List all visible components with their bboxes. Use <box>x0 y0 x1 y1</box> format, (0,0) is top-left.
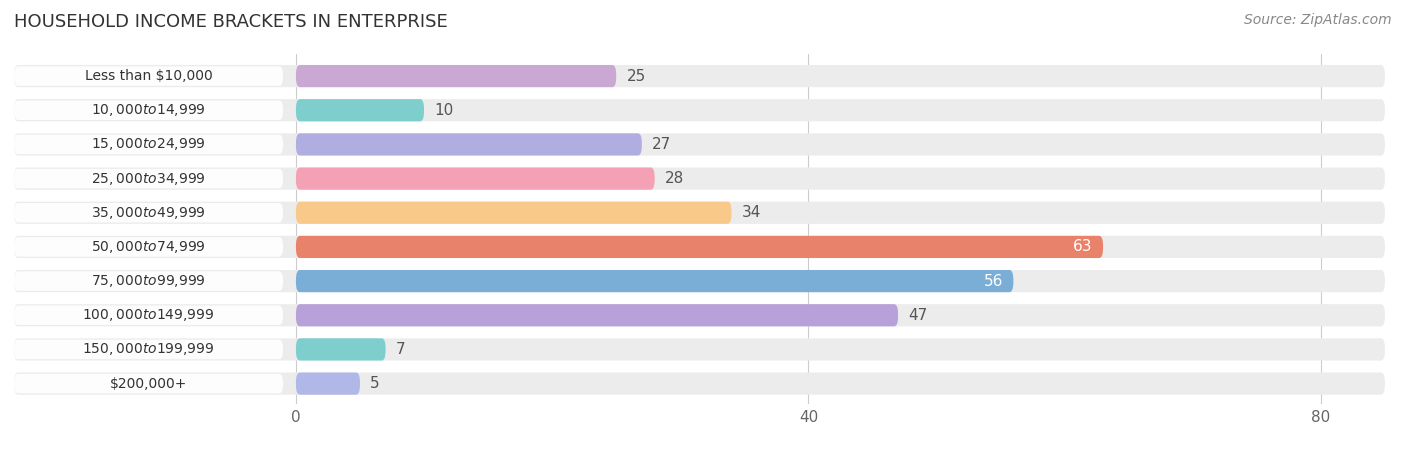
Text: $25,000 to $34,999: $25,000 to $34,999 <box>91 171 205 187</box>
FancyBboxPatch shape <box>295 373 360 395</box>
FancyBboxPatch shape <box>295 167 655 189</box>
Text: 47: 47 <box>908 308 928 323</box>
FancyBboxPatch shape <box>14 374 283 393</box>
FancyBboxPatch shape <box>295 133 641 155</box>
FancyBboxPatch shape <box>14 373 1385 395</box>
Text: 5: 5 <box>370 376 380 391</box>
FancyBboxPatch shape <box>295 270 1014 292</box>
FancyBboxPatch shape <box>295 99 425 121</box>
FancyBboxPatch shape <box>14 304 1385 326</box>
FancyBboxPatch shape <box>14 65 1385 87</box>
FancyBboxPatch shape <box>14 101 283 120</box>
Text: $15,000 to $24,999: $15,000 to $24,999 <box>91 136 205 152</box>
Text: 28: 28 <box>665 171 685 186</box>
Text: $50,000 to $74,999: $50,000 to $74,999 <box>91 239 205 255</box>
Text: 56: 56 <box>984 273 1002 289</box>
Text: 10: 10 <box>434 103 454 118</box>
FancyBboxPatch shape <box>14 202 1385 224</box>
Text: $75,000 to $99,999: $75,000 to $99,999 <box>91 273 205 289</box>
FancyBboxPatch shape <box>295 65 616 87</box>
FancyBboxPatch shape <box>14 340 283 359</box>
FancyBboxPatch shape <box>14 237 283 257</box>
FancyBboxPatch shape <box>14 203 283 223</box>
Text: $150,000 to $199,999: $150,000 to $199,999 <box>83 341 215 357</box>
Text: 25: 25 <box>627 69 645 84</box>
Text: 27: 27 <box>652 137 671 152</box>
Text: 34: 34 <box>742 205 761 220</box>
FancyBboxPatch shape <box>14 133 1385 155</box>
Text: $35,000 to $49,999: $35,000 to $49,999 <box>91 205 205 221</box>
FancyBboxPatch shape <box>14 271 283 291</box>
Text: HOUSEHOLD INCOME BRACKETS IN ENTERPRISE: HOUSEHOLD INCOME BRACKETS IN ENTERPRISE <box>14 13 447 31</box>
FancyBboxPatch shape <box>14 169 283 188</box>
FancyBboxPatch shape <box>295 202 731 224</box>
FancyBboxPatch shape <box>295 339 385 361</box>
Text: Source: ZipAtlas.com: Source: ZipAtlas.com <box>1244 13 1392 27</box>
FancyBboxPatch shape <box>14 135 283 154</box>
FancyBboxPatch shape <box>14 167 1385 189</box>
FancyBboxPatch shape <box>14 99 1385 121</box>
Text: Less than $10,000: Less than $10,000 <box>84 69 212 83</box>
FancyBboxPatch shape <box>14 236 1385 258</box>
FancyBboxPatch shape <box>14 66 283 86</box>
Text: $10,000 to $14,999: $10,000 to $14,999 <box>91 102 205 118</box>
Text: $200,000+: $200,000+ <box>110 377 187 391</box>
FancyBboxPatch shape <box>295 304 898 326</box>
FancyBboxPatch shape <box>295 236 1104 258</box>
Text: 7: 7 <box>396 342 405 357</box>
FancyBboxPatch shape <box>14 270 1385 292</box>
FancyBboxPatch shape <box>14 305 283 325</box>
FancyBboxPatch shape <box>14 339 1385 361</box>
Text: 63: 63 <box>1073 239 1092 255</box>
Text: $100,000 to $149,999: $100,000 to $149,999 <box>83 307 215 323</box>
